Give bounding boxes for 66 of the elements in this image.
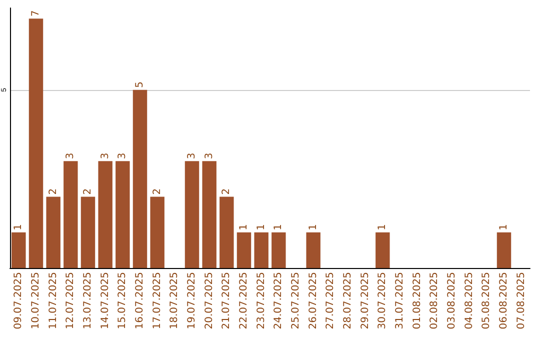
x-tick-label: 09.07.2025 [13, 272, 24, 330]
x-tick-label: 23.07.2025 [256, 272, 267, 330]
bar [98, 161, 112, 268]
x-tick-label: 24.07.2025 [273, 272, 284, 330]
x-tick-label: 14.07.2025 [100, 272, 111, 330]
x-tick-label: 05.08.2025 [481, 272, 492, 330]
data-label: 2 [221, 188, 232, 195]
x-tick-label: 06.08.2025 [498, 272, 510, 330]
x-tick-label: 10.07.2025 [30, 272, 42, 330]
bar [116, 161, 130, 268]
data-label: 3 [204, 152, 215, 160]
data-label: 3 [186, 152, 198, 160]
data-label: 3 [100, 152, 111, 160]
x-tick-label: 16.07.2025 [134, 272, 146, 330]
x-tick-label: 02.08.2025 [429, 272, 440, 330]
data-label: 5 [134, 82, 146, 88]
data-label: 2 [82, 188, 94, 195]
data-label: 1 [498, 224, 510, 230]
bar [236, 232, 252, 268]
x-tick-label: 03.08.2025 [446, 272, 458, 330]
data-label: 1 [308, 224, 319, 230]
data-label: 2 [152, 188, 163, 195]
x-tick-label: 19.07.2025 [186, 272, 198, 330]
x-tick-label: 17.07.2025 [152, 272, 163, 330]
x-tick-label: 18.07.2025 [169, 272, 180, 330]
x-tick-label: 20.07.2025 [204, 272, 215, 330]
bar [306, 232, 320, 268]
bar [46, 196, 60, 268]
data-label: 3 [65, 152, 76, 160]
bar [132, 90, 148, 268]
data-label: 1 [13, 224, 24, 230]
data-label: 1 [377, 224, 388, 230]
bar [64, 161, 78, 268]
bar [150, 196, 164, 268]
x-tick-label: 01.08.2025 [412, 272, 423, 330]
bar [184, 161, 200, 268]
data-label: 1 [273, 224, 284, 230]
bar [254, 232, 268, 268]
bar [80, 196, 96, 268]
x-tick-label: 11.07.2025 [48, 272, 59, 330]
x-tick-label: 29.07.2025 [360, 272, 371, 330]
x-tick-label: 12.07.2025 [65, 272, 76, 330]
data-label: 1 [238, 224, 250, 230]
x-tick-label: 26.07.2025 [308, 272, 319, 330]
bar [202, 161, 216, 268]
x-tick-label: 25.07.2025 [290, 272, 302, 330]
bar [220, 196, 234, 268]
x-tick-label: 27.07.2025 [325, 272, 336, 330]
bar [376, 232, 390, 268]
bar [496, 232, 512, 268]
x-tick-label: 31.07.2025 [394, 272, 406, 330]
x-tick-label: 21.07.2025 [221, 272, 232, 330]
x-tick-label: 04.08.2025 [464, 272, 475, 330]
data-label: 1 [256, 224, 267, 230]
data-label: 2 [48, 188, 59, 195]
x-tick-label: 07.08.2025 [516, 272, 527, 330]
x-tick-label: 13.07.2025 [82, 272, 94, 330]
data-label: 7 [30, 10, 42, 17]
x-tick-label: 22.07.2025 [238, 272, 250, 330]
x-tick-label: 30.07.2025 [377, 272, 388, 330]
x-tick-label: 28.07.2025 [342, 272, 354, 330]
bar [12, 232, 26, 268]
data-label: 3 [117, 152, 128, 160]
x-tick-label: 15.07.2025 [117, 272, 128, 330]
bar [272, 232, 286, 268]
bar [28, 18, 44, 268]
